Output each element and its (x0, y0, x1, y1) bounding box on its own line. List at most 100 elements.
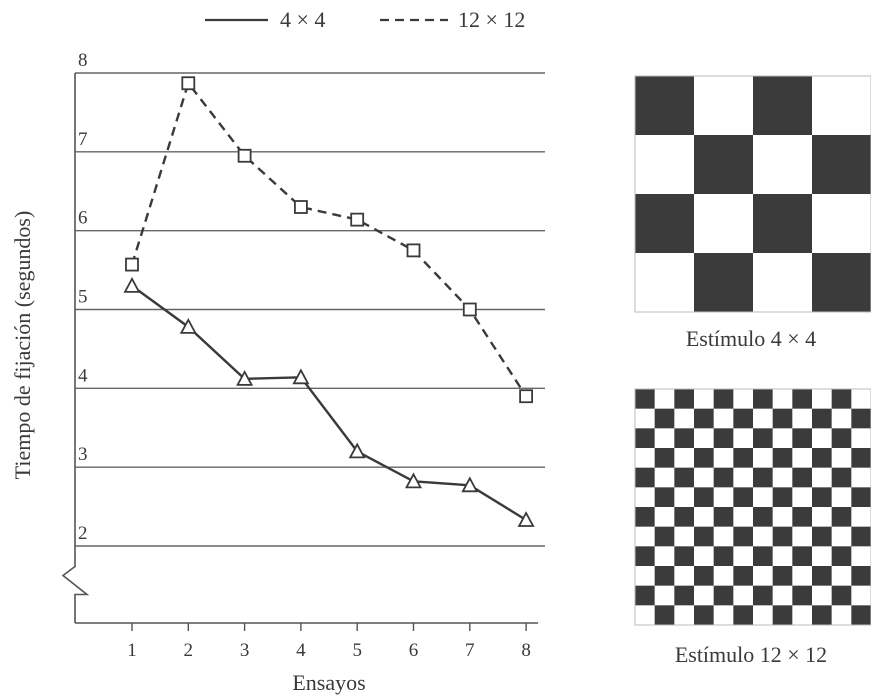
stimulus-12x12-cell (851, 507, 871, 527)
stimulus-12x12-cell (713, 408, 734, 429)
stimulus-12x12-cell (654, 467, 675, 488)
stimulus-12x12-cell (772, 507, 793, 527)
stimulus-4x4-cell (694, 253, 754, 313)
stimulus-12x12-cell (772, 526, 793, 547)
stimulus-12x12-cell (733, 389, 754, 409)
stimulus-12x12-cell (674, 487, 695, 508)
y-tick-label-7: 7 (78, 129, 88, 150)
stimulus-12x12-cell (674, 408, 695, 429)
stimulus-4x4-cell (694, 135, 754, 195)
stimulus-4x4-cell (753, 253, 813, 313)
stimulus-12x12-cell (831, 605, 852, 626)
stimulus-12x12-cell (713, 566, 734, 586)
stimulus-12x12-cell (713, 487, 734, 508)
stimulus-12x12-cell (713, 467, 734, 488)
stimulus-12x12-cell (851, 585, 871, 606)
stimulus-12x12-cell (831, 389, 852, 409)
stimulus-12x12-cell (851, 448, 871, 468)
stimulus-12x12-cell (753, 605, 773, 626)
stimulus-12x12-cell (812, 487, 832, 508)
stimulus-12x12-cell (851, 428, 871, 449)
stimulus-12x12-cell (831, 408, 852, 429)
stimulus-12x12-cell (792, 585, 813, 606)
stimulus-12x12-cell (772, 389, 793, 409)
point-12x12-2 (181, 76, 196, 91)
stimulus-12x12-cell (753, 389, 773, 409)
stimulus-12x12-cell (772, 546, 793, 567)
stimulus-12x12-cell (654, 487, 675, 508)
stimulus-12x12-cell (674, 428, 695, 449)
stimulus-12x12-cell (851, 566, 871, 586)
point-4x4-1 (123, 276, 141, 293)
stimulus-12x12-cell (654, 566, 675, 586)
stimulus-12x12-cell (831, 526, 852, 547)
stimulus-12x12-cell (831, 507, 852, 527)
stimulus-12x12-cell (792, 467, 813, 488)
stimulus-12x12-cell (694, 526, 714, 547)
point-12x12-3 (237, 148, 252, 163)
stimulus-4x4-cell (635, 253, 695, 313)
stimulus-4x4-cell (694, 76, 754, 136)
stimulus-12x12-cell (635, 605, 655, 626)
stimulus-12x12-cell (654, 428, 675, 449)
stimulus-12x12-cell (753, 428, 773, 449)
stimulus-12x12-cell (851, 408, 871, 429)
x-ticks (131, 623, 527, 631)
y-tick-label-6: 6 (78, 208, 88, 229)
stimulus-12x12-cell (753, 408, 773, 429)
stimulus-12x12-cell (635, 448, 655, 468)
stimulus-12x12-cell (831, 546, 852, 567)
stimulus-12x12-cell (733, 428, 754, 449)
x-tick-label-8: 8 (521, 640, 531, 661)
stimulus-12x12-cell (674, 467, 695, 488)
y-axis-with-break (61, 73, 90, 623)
stimulus-12x12-cell (654, 408, 675, 429)
stimulus-12x12-cell (694, 566, 714, 586)
stimulus-12x12-caption: Estímulo 12 × 12 (675, 642, 827, 667)
x-tick-label-7: 7 (465, 640, 475, 661)
series-line-4x4 (131, 284, 527, 522)
stimulus-4x4-border (634, 75, 871, 313)
x-tick-label-3: 3 (240, 640, 250, 661)
stimulus-12x12-cell (772, 408, 793, 429)
legend-label-12x12: 12 × 12 (458, 7, 525, 32)
stimulus-12x12-cell (831, 585, 852, 606)
stimulus-12x12-cell (733, 448, 754, 468)
stimulus-12x12-cell (694, 487, 714, 508)
stimulus-4x4-cell (635, 76, 695, 136)
stimulus-12x12-cell (812, 566, 832, 586)
stimulus-12x12-cell (635, 428, 655, 449)
stimulus-12x12-cell (713, 389, 734, 409)
stimulus-12x12-checkerboard (634, 388, 871, 626)
stimulus-12x12-cell (772, 585, 793, 606)
stimulus-12x12-cell (772, 487, 793, 508)
x-tick-labels: 1 2 3 4 5 6 7 8 (127, 640, 531, 661)
stimulus-12x12-cell (851, 526, 871, 547)
series-line-12x12 (130, 80, 528, 397)
y-tick-label-5: 5 (78, 287, 88, 308)
stimulus-12x12-cell (654, 507, 675, 527)
stimulus-12x12-cell (753, 585, 773, 606)
stimulus-12x12-cell (792, 408, 813, 429)
stimulus-4x4-cell (753, 135, 813, 195)
point-12x12-7 (462, 302, 477, 317)
x-tick-label-6: 6 (409, 640, 419, 661)
stimulus-12x12-cell (635, 467, 655, 488)
stimulus-12x12-cell (713, 605, 734, 626)
stimulus-12x12-cell (694, 585, 714, 606)
stimulus-4x4-cell (812, 135, 871, 195)
stimulus-12x12-cell (831, 487, 852, 508)
point-4x4-3 (236, 369, 254, 386)
x-tick-label-5: 5 (352, 640, 362, 661)
stimulus-12x12-cell (753, 448, 773, 468)
stimulus-4x4-cell (812, 253, 871, 313)
stimulus-12x12-cell (635, 487, 655, 508)
stimulus-12x12-cell (694, 428, 714, 449)
stimulus-12x12-cell (812, 546, 832, 567)
stimulus-12x12-cell (713, 526, 734, 547)
stimulus-12x12-cell (812, 428, 832, 449)
point-12x12-1 (125, 257, 139, 272)
y-tick-label-2: 2 (78, 523, 88, 544)
stimulus-4x4-cell (812, 194, 871, 254)
stimulus-12x12-cell (733, 585, 754, 606)
